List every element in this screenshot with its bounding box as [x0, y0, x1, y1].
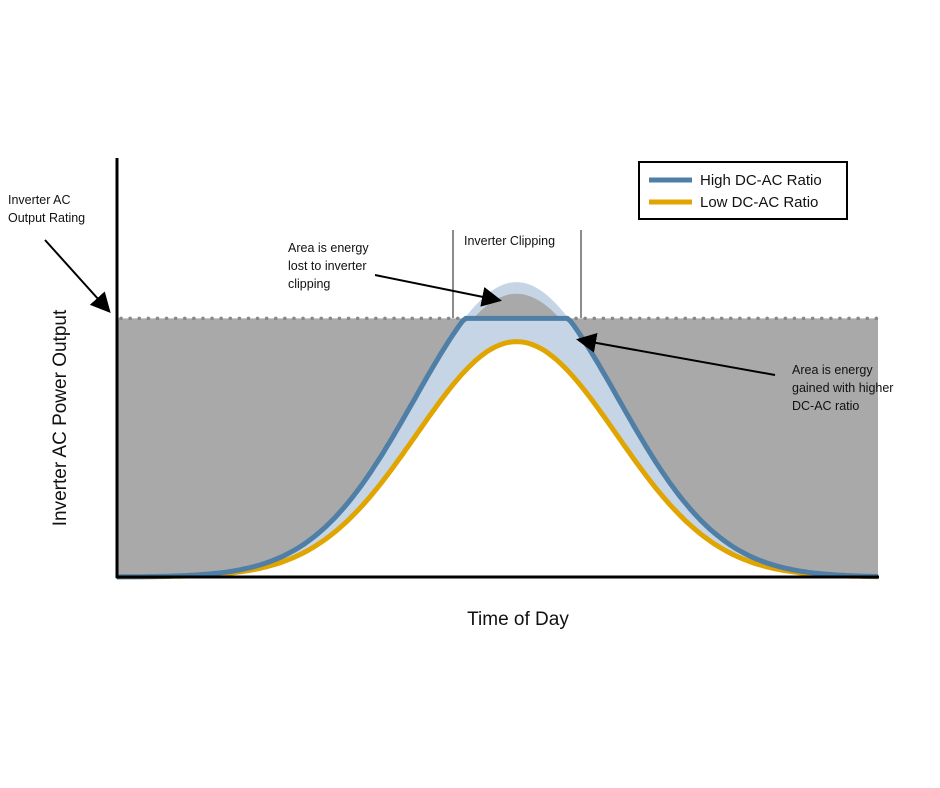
- rating-arrow: [44, 239, 111, 313]
- clipping-label: Inverter Clipping: [464, 234, 555, 248]
- lost-label-1: Area is energy: [288, 241, 369, 255]
- legend-box: [638, 161, 848, 220]
- low-ratio-area-mask: [117, 341, 878, 577]
- legend-label-low: Low DC-AC Ratio: [700, 194, 818, 211]
- gained-label-2: gained with higher: [792, 381, 893, 395]
- gained-arrow: [576, 332, 776, 376]
- lost-arrow: [374, 274, 502, 307]
- x-axis-label: Time of Day: [467, 609, 569, 630]
- legend-label-high: High DC-AC Ratio: [700, 172, 822, 189]
- gained-label-1: Area is energy: [792, 363, 873, 377]
- high-ratio-line: [117, 315, 879, 580]
- y-axis-label: Inverter AC Power Output: [50, 309, 71, 526]
- lost-label-3: clipping: [288, 277, 330, 291]
- gained-label-3: DC-AC ratio: [792, 399, 859, 413]
- rating-label-1: Inverter AC: [8, 193, 71, 207]
- rating-label-2: Output Rating: [8, 211, 85, 225]
- lost-label-2: lost to inverter: [288, 259, 367, 273]
